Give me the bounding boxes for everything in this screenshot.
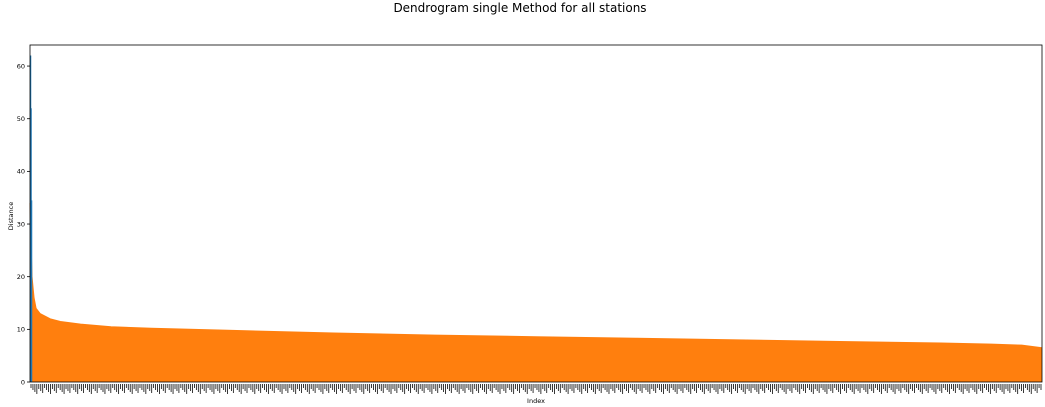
y-tick-label: 50 xyxy=(17,115,25,123)
y-axis-label: Distance xyxy=(7,202,15,230)
plot-area xyxy=(29,55,1043,382)
y-axis-ticks: 0 10 20 30 40 50 60 xyxy=(17,62,30,386)
y-tick-label: 40 xyxy=(17,168,25,176)
y-tick-label: 30 xyxy=(17,220,25,228)
cluster-link-mass xyxy=(30,202,1042,382)
cluster-link-top xyxy=(29,202,1043,349)
y-tick-label: 0 xyxy=(21,378,25,386)
x-tick-labels xyxy=(30,384,1042,394)
axes-frame xyxy=(29,44,1043,383)
y-tick-label: 60 xyxy=(17,62,25,70)
chart-title: Dendrogram single Method for all station… xyxy=(393,1,646,15)
x-axis-label: Index xyxy=(527,397,545,405)
y-tick-label: 20 xyxy=(17,273,25,281)
y-tick-label: 10 xyxy=(17,326,25,334)
